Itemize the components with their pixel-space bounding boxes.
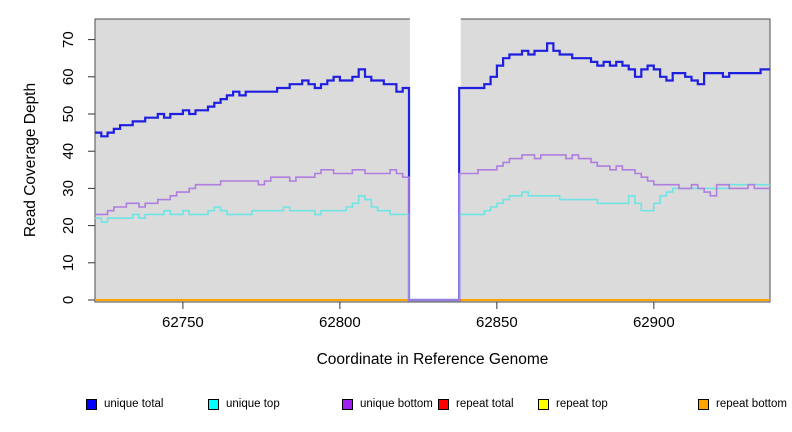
- legend-swatch-icon: [438, 398, 449, 410]
- legend-swatch-icon: [342, 398, 353, 410]
- y-tick-label: 20: [60, 217, 77, 234]
- y-tick-label: 30: [60, 180, 77, 197]
- legend-label: unique bottom: [360, 398, 433, 410]
- coverage-plot: 62750 62800 62850 62900 0 10 20 30 40 50 60 70: [60, 13, 771, 331]
- y-tick-label: 50: [60, 106, 77, 123]
- legend-label: unique total: [104, 398, 164, 410]
- x-tick-label: 62900: [633, 314, 675, 331]
- legend-item-unique-bottom: unique bottom: [342, 397, 433, 411]
- x-axis-title: Coordinate in Reference Genome: [316, 351, 549, 368]
- y-tick-label: 10: [60, 254, 77, 271]
- series-line-unique-bottom: [95, 154, 770, 301]
- legend-item-repeat-total: repeat total: [438, 397, 514, 411]
- y-axis-title: Read Coverage Depth: [22, 82, 39, 238]
- legend-label: repeat total: [456, 398, 514, 410]
- x-tick-label: 62800: [319, 314, 361, 331]
- legend-item-repeat-bottom: repeat bottom: [698, 397, 787, 411]
- y-tick-label: 60: [60, 68, 77, 85]
- legend-item-repeat-top: repeat top: [538, 397, 608, 411]
- y-tick-label: 70: [60, 31, 77, 48]
- legend-swatch-icon: [86, 398, 97, 410]
- y-tick-label: 0: [60, 296, 77, 304]
- legend-swatch-icon: [538, 398, 549, 410]
- y-tick-label: 40: [60, 143, 77, 160]
- masked-region: [409, 13, 461, 300]
- legend-swatch-icon: [698, 398, 709, 410]
- legend-label: unique top: [226, 398, 280, 410]
- legend-label: repeat top: [556, 398, 608, 410]
- legend-item-unique-top: unique top: [208, 397, 280, 411]
- x-tick-label: 62850: [476, 314, 518, 331]
- legend-swatch-icon: [208, 398, 219, 410]
- legend-label: repeat bottom: [716, 398, 787, 410]
- legend-item-unique-total: unique total: [86, 397, 163, 411]
- x-tick-label: 62750: [162, 314, 204, 331]
